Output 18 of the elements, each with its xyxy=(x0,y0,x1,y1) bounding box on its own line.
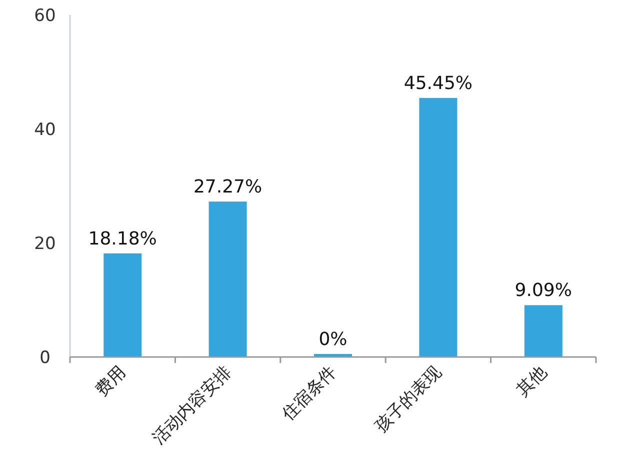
x-tick-label: 住宿条件 xyxy=(278,362,341,426)
bar xyxy=(208,202,247,357)
y-tick-label: 20 xyxy=(34,234,56,254)
bar xyxy=(104,253,142,357)
x-tick-label: 费用 xyxy=(92,362,130,401)
y-tick-label: 60 xyxy=(34,6,56,26)
data-label: 0% xyxy=(318,329,348,350)
bar xyxy=(524,305,562,357)
x-tick-label: 其他 xyxy=(512,362,551,401)
data-label: 18.18% xyxy=(88,228,157,250)
x-tick-label: 孩子的表现 xyxy=(371,362,446,437)
y-tick-label: 0 xyxy=(40,348,50,368)
data-label: 45.45% xyxy=(404,72,473,94)
data-label: 27.27% xyxy=(193,176,262,198)
x-tick-label: 活动内容安排 xyxy=(149,362,236,449)
bar xyxy=(419,98,458,357)
data-label: 9.09% xyxy=(514,280,572,302)
y-tick-label: 40 xyxy=(34,120,56,140)
